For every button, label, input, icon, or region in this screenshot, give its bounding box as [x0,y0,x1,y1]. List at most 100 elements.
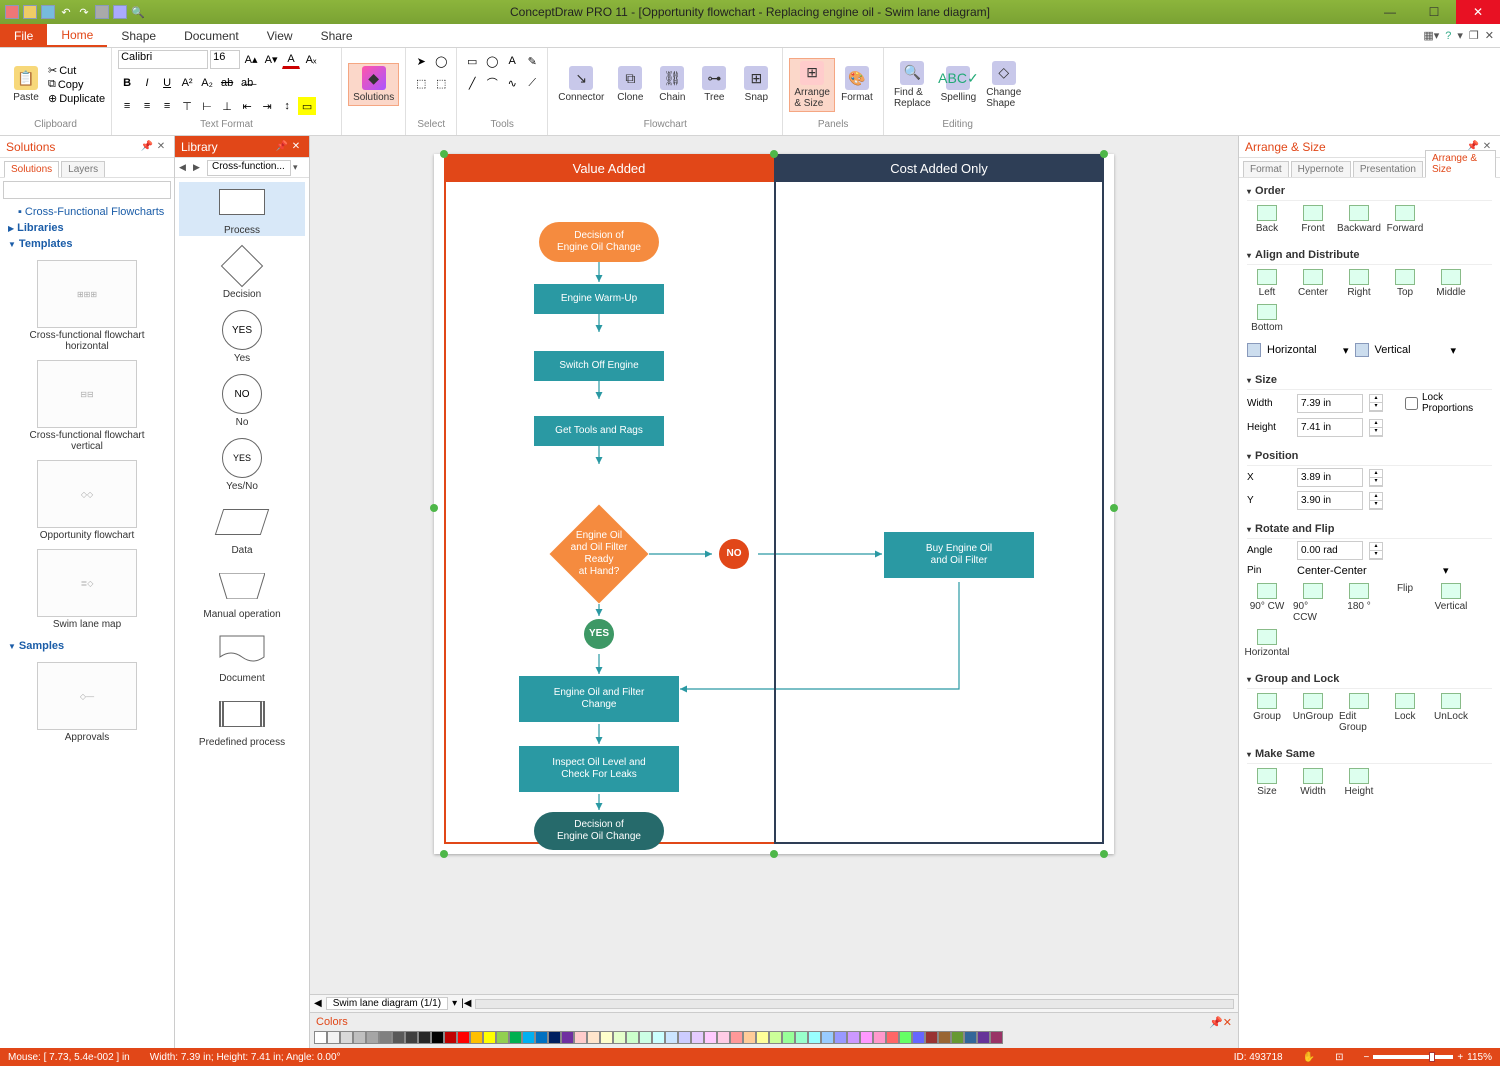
underline-button[interactable]: U [158,74,176,92]
makesame-size[interactable]: Size [1247,768,1287,797]
angle-input[interactable] [1297,541,1363,560]
shape-predefined[interactable]: Predefined process [179,694,305,748]
tab-share[interactable]: Share [307,24,367,47]
y-spinner[interactable]: ▴▾ [1369,492,1383,510]
template-opportunity[interactable]: ◇◇Opportunity flowchart [8,460,166,541]
color-swatch[interactable] [769,1031,782,1044]
change-shape-button[interactable]: ◇Change Shape [982,59,1025,111]
color-swatch[interactable] [938,1031,951,1044]
color-swatch[interactable] [496,1031,509,1044]
node-inspect[interactable]: Inspect Oil Level and Check For Leaks [519,746,679,792]
dstrike-button[interactable]: a̶b̶ [238,74,256,92]
zoom-out-button[interactable]: − [1363,1052,1369,1063]
canvas-tab-current[interactable]: Swim lane diagram (1/1) [326,997,448,1010]
lane-left-body[interactable] [444,182,774,844]
color-swatch[interactable] [925,1031,938,1044]
color-swatch[interactable] [782,1031,795,1044]
solutions-button[interactable]: ◆ Solutions [348,63,399,106]
shape-document[interactable]: Document [179,630,305,684]
node-switchoff[interactable]: Switch Off Engine [534,351,664,381]
color-swatch[interactable] [548,1031,561,1044]
group-button[interactable]: Group [1247,693,1287,733]
qat-print-icon[interactable] [94,4,110,20]
tree-item-cff[interactable]: ▪ Cross-Functional Flowcharts [4,204,170,220]
color-swatch[interactable] [691,1031,704,1044]
duplicate-button[interactable]: ⊕ Duplicate [48,92,105,105]
color-swatch[interactable] [808,1031,821,1044]
library-name-select[interactable]: Cross-function... [207,160,291,176]
color-swatch[interactable] [340,1031,353,1044]
shape-data[interactable]: Data [179,502,305,556]
maximize-button[interactable]: ☐ [1412,0,1456,24]
color-swatch[interactable] [821,1031,834,1044]
align-right[interactable]: Right [1339,269,1379,298]
color-swatch[interactable] [379,1031,392,1044]
color-swatch[interactable] [418,1031,431,1044]
handle-bl[interactable] [440,850,448,858]
canvas-page[interactable]: Value Added Cost Added Only Decision of … [434,154,1114,854]
section-position[interactable]: Position [1247,447,1492,466]
clear-format-button[interactable]: Aₓ [302,51,320,69]
handle-ml[interactable] [430,504,438,512]
order-forward[interactable]: Forward [1385,205,1425,234]
node-filter[interactable]: Engine Oil and Filter Change [519,676,679,722]
zoom-value[interactable]: 115% [1467,1052,1492,1063]
font-color-button[interactable]: A [282,51,300,69]
connector-button[interactable]: ↘Connector [554,64,608,105]
shape-manual-op[interactable]: Manual operation [179,566,305,620]
flip-vertical[interactable]: Vertical [1431,583,1471,623]
qat-save-icon[interactable] [40,4,56,20]
bold-button[interactable]: B [118,74,136,92]
tree-templates[interactable]: ▼Templates [4,236,170,252]
doc-close-icon[interactable]: ✕ [1485,29,1494,42]
color-swatch[interactable] [899,1031,912,1044]
shape-decision[interactable]: Decision [179,246,305,300]
unlock-button[interactable]: UnLock [1431,693,1471,733]
node-yes[interactable]: YES [584,619,614,649]
flip-horizontal[interactable]: Horizontal [1247,629,1287,658]
copy-button[interactable]: ⧉ Copy [48,78,105,91]
color-swatch[interactable] [834,1031,847,1044]
rptab-hypernote[interactable]: Hypernote [1291,161,1351,177]
status-fit-icon[interactable]: ⊡ [1335,1052,1343,1063]
editgroup-button[interactable]: Edit Group [1339,693,1379,733]
lock-button[interactable]: Lock [1385,693,1425,733]
qat-undo-icon[interactable]: ↶ [58,4,74,20]
section-order[interactable]: Order [1247,182,1492,201]
node-buy[interactable]: Buy Engine Oil and Oil Filter [884,532,1034,578]
solutions-search-input[interactable] [3,181,171,199]
color-swatch[interactable] [626,1031,639,1044]
align-bottom-button[interactable]: ⊥ [218,97,236,115]
align-center[interactable]: Center [1293,269,1333,298]
rotate-cw[interactable]: 90° CW [1247,583,1287,623]
color-swatch[interactable] [327,1031,340,1044]
sub-button[interactable]: A₂ [198,74,216,92]
align-middle[interactable]: Middle [1431,269,1471,298]
colors-pin-icon[interactable]: 📌 [1209,1016,1223,1029]
select-similar-button[interactable]: ⬚ [432,74,450,92]
qat-redo-icon[interactable]: ↷ [76,4,92,20]
order-back[interactable]: Back [1247,205,1287,234]
align-top[interactable]: Top [1385,269,1425,298]
close-button[interactable]: ✕ [1456,0,1500,24]
template-swimlane[interactable]: ≣◇Swim lane map [8,549,166,630]
canvas-tab-prev[interactable]: ◀ [314,998,322,1009]
node-tools[interactable]: Get Tools and Rags [534,416,664,446]
indent-left-button[interactable]: ⇤ [238,97,256,115]
sup-button[interactable]: A² [178,74,196,92]
color-swatch[interactable] [704,1031,717,1044]
height-spinner[interactable]: ▴▾ [1369,419,1383,437]
format-button[interactable]: 🎨Format [837,64,877,105]
node-start[interactable]: Decision of Engine Oil Change [539,222,659,262]
shape-no[interactable]: NONo [179,374,305,428]
section-align[interactable]: Align and Distribute [1247,246,1492,265]
find-button[interactable]: 🔍Find & Replace [890,59,935,111]
color-swatch[interactable] [392,1031,405,1044]
solutions-close-icon[interactable]: ✕ [154,140,168,154]
color-swatch[interactable] [977,1031,990,1044]
tree-samples[interactable]: ▼Samples [4,638,170,654]
align-left-button[interactable]: ≡ [118,97,136,115]
color-swatch[interactable] [600,1031,613,1044]
qat-new-icon[interactable] [4,4,20,20]
snap-button[interactable]: ⊞Snap [736,64,776,105]
